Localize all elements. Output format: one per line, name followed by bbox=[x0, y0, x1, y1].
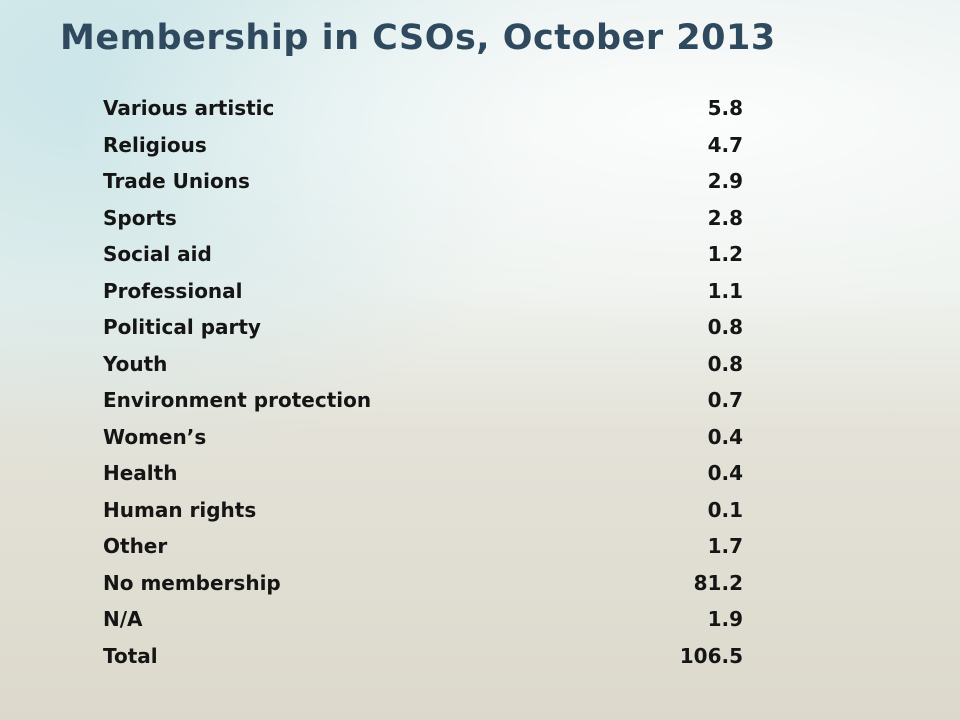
row-label: Women’s bbox=[103, 424, 207, 449]
table-row: Professional 1.1 bbox=[103, 273, 743, 310]
table-row: Sports 2.8 bbox=[103, 200, 743, 237]
row-value: 1.2 bbox=[707, 242, 743, 266]
row-label: Total bbox=[103, 643, 158, 668]
table-row: Health 0.4 bbox=[103, 455, 743, 492]
row-value: 5.8 bbox=[707, 96, 743, 120]
table-row: Human rights 0.1 bbox=[103, 492, 743, 529]
row-value: 1.1 bbox=[707, 278, 743, 303]
row-label: Other bbox=[103, 534, 168, 558]
table-row: N/A 1.9 bbox=[103, 601, 743, 638]
row-label: Religious bbox=[103, 132, 207, 157]
row-label: Trade Unions bbox=[103, 169, 250, 193]
table-row: Religious 4.7 bbox=[103, 127, 743, 164]
row-value: 1.9 bbox=[707, 607, 743, 631]
row-label: N/A bbox=[103, 607, 143, 631]
row-value: 106.5 bbox=[679, 643, 743, 668]
row-value: 1.7 bbox=[707, 534, 743, 558]
table: Various artistic 5.8 Religious 4.7 Trade Uni… bbox=[103, 90, 743, 674]
row-label: Health bbox=[103, 461, 178, 485]
row-value: 0.4 bbox=[707, 461, 743, 485]
table-row: Youth 0.8 bbox=[103, 346, 743, 383]
row-label: Environment protection bbox=[103, 388, 372, 412]
row-label: Professional bbox=[103, 278, 243, 303]
row-value: 2.9 bbox=[707, 169, 743, 193]
row-value: 81.2 bbox=[693, 570, 743, 595]
row-label: Social aid bbox=[103, 242, 212, 266]
row-value: 0.1 bbox=[707, 497, 743, 522]
table-row: Total 106.5 bbox=[103, 638, 743, 675]
table-row: Various artistic 5.8 bbox=[103, 90, 743, 127]
row-value: 2.8 bbox=[707, 205, 743, 230]
row-value: 4.7 bbox=[707, 132, 743, 157]
table-row: Political party 0.8 bbox=[103, 309, 743, 346]
table-row: Social aid 1.2 bbox=[103, 236, 743, 273]
row-value: 0.8 bbox=[707, 315, 743, 339]
row-label: Various artistic bbox=[103, 96, 275, 120]
table-row: Other 1.7 bbox=[103, 528, 743, 565]
slide-title: Membership in CSOs, October 2013 bbox=[60, 18, 776, 58]
row-value: 0.7 bbox=[707, 388, 743, 412]
table-row: Environment protection 0.7 bbox=[103, 382, 743, 419]
table-row: Women’s 0.4 bbox=[103, 419, 743, 456]
row-label: Youth bbox=[103, 351, 168, 376]
row-label: Political party bbox=[103, 315, 261, 339]
row-label: No membership bbox=[103, 570, 281, 595]
row-label: Sports bbox=[103, 205, 177, 230]
row-value: 0.4 bbox=[707, 424, 743, 449]
table-row: No membership 81.2 bbox=[103, 565, 743, 602]
row-value: 0.8 bbox=[707, 351, 743, 376]
table-row: Trade Unions 2.9 bbox=[103, 163, 743, 200]
row-label: Human rights bbox=[103, 497, 257, 522]
